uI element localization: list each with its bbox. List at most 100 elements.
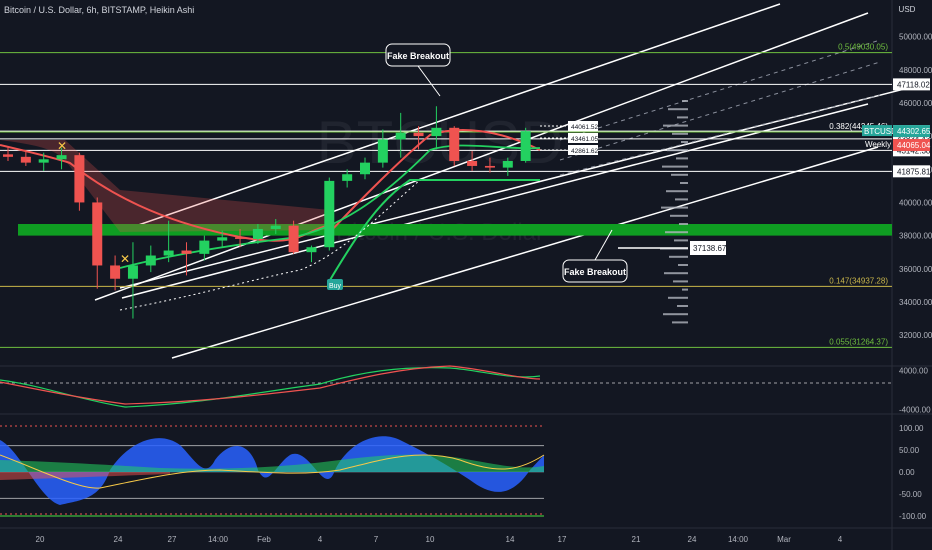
fib-label: 0.055(31264.37)	[829, 337, 888, 346]
volume-profile	[660, 100, 688, 324]
price-tick-label: 36000.00	[899, 265, 932, 274]
channel-dashed-line[interactable]	[559, 94, 881, 176]
channel-lines[interactable]	[94, 3, 921, 359]
currency-label: USD	[899, 5, 916, 14]
ticker-tag[interactable]	[862, 125, 892, 137]
candle-body	[56, 155, 67, 160]
osc2-wave-red	[0, 472, 170, 480]
volume-bar	[672, 132, 688, 135]
volume-bar	[677, 305, 688, 307]
time-tick-label: 27	[168, 535, 177, 544]
volume-bar	[676, 157, 688, 160]
volume-bar	[667, 149, 688, 152]
candle-body	[449, 127, 460, 161]
oscillator-2-pane: 100.00 50.00 0.00 -50.00 -100.00	[0, 424, 927, 521]
time-tick-label: 14:00	[728, 535, 749, 544]
cross-marker: ✕	[120, 252, 130, 266]
volume-bar	[678, 264, 688, 266]
time-tick-label: 24	[688, 535, 697, 544]
price-tick-label: 40000.00	[899, 198, 932, 207]
volume-bar	[662, 165, 688, 168]
volume-bar	[680, 182, 688, 184]
candle-body	[38, 159, 49, 163]
projection-tag	[568, 121, 598, 131]
price-tick-label: 46000.00	[899, 99, 932, 108]
candle-body	[306, 247, 317, 253]
projection-tag	[568, 133, 598, 143]
candle-body	[288, 225, 299, 253]
volume-bar	[671, 173, 688, 176]
candle-body	[395, 132, 406, 140]
candle-body	[74, 155, 85, 203]
level-tag[interactable]	[893, 165, 930, 178]
fib-label: 0.5(49030.05)	[838, 43, 888, 52]
osc2-wave-green	[0, 454, 544, 472]
candle-body	[110, 265, 121, 279]
time-tick-label: 10	[426, 535, 435, 544]
volume-bar	[663, 313, 688, 316]
volume-bar	[664, 272, 688, 275]
callout-pointer	[417, 65, 441, 97]
callout-text: Fake Breakout	[564, 267, 626, 277]
volume-bar	[682, 100, 688, 102]
volume-bar	[668, 108, 688, 111]
callout-text: Fake Breakout	[387, 51, 449, 61]
candle-body	[163, 250, 174, 256]
osc1-line-green	[0, 367, 541, 408]
price-tick-label: 48000.00	[899, 66, 932, 75]
target-tag-label: 37138.67	[693, 244, 727, 253]
price-tick-label: 32000.00	[899, 331, 932, 340]
target-tag	[690, 241, 726, 255]
volume-bar	[677, 116, 688, 119]
price-tick-label: 34000.00	[899, 298, 932, 307]
weekly-price-label: 44065.04	[897, 141, 931, 150]
last-price-tag[interactable]	[893, 125, 930, 138]
osc2-signal-yellow	[0, 454, 545, 489]
volume-bar	[661, 206, 688, 209]
channel-line[interactable]	[94, 12, 869, 301]
weekly-price-tag[interactable]	[893, 139, 930, 152]
candle-body	[413, 132, 424, 137]
volume-bar	[672, 321, 688, 324]
oscillator-1-pane: 4000.00 -4000.00	[0, 365, 931, 415]
support-zone-rect[interactable]	[18, 224, 892, 236]
symbol-title[interactable]: Bitcoin / U.S. Dollar, 6h, BITSTAMP, Hei…	[4, 5, 194, 15]
projection-tag	[568, 145, 598, 155]
time-tick-label: Mar	[777, 535, 791, 544]
channel-line[interactable]	[121, 103, 869, 299]
candle-body	[92, 202, 103, 266]
time-axis[interactable]: 20 24 27 14:00 Feb 4 7 10 14 17 21 24 14:00 Mar 4	[36, 535, 843, 544]
level-tag[interactable]	[893, 78, 930, 91]
volume-bar	[674, 239, 688, 242]
osc2-tick-label: -50.00	[899, 490, 922, 499]
candles	[3, 106, 531, 319]
candle-body	[324, 180, 335, 248]
candle-body	[431, 127, 442, 137]
volume-bar	[663, 124, 688, 127]
price-axis[interactable]: 50000.0048000.0046000.0044000.0042000.00…	[862, 33, 932, 341]
dotted-trend	[119, 179, 421, 311]
candle-body	[145, 255, 156, 266]
callout-pointer	[594, 229, 613, 261]
annotations: Fake Breakout Fake Breakout Buy 44061.52 434…	[57, 43, 727, 290]
candle-body	[127, 265, 138, 279]
candle-body	[502, 160, 513, 168]
time-tick-label: 4	[838, 535, 843, 544]
time-tick-label: 14	[506, 535, 515, 544]
candle-body	[181, 250, 192, 254]
time-tick-label: Feb	[257, 535, 271, 544]
volume-bar	[668, 296, 688, 299]
volume-bar	[666, 190, 688, 193]
volume-bar	[673, 280, 688, 283]
support-zone[interactable]	[18, 224, 892, 236]
candle-body	[377, 139, 388, 163]
time-tick-label: 4	[318, 535, 323, 544]
channel-line[interactable]	[117, 3, 781, 233]
support-line-green	[329, 179, 540, 281]
channel-line[interactable]	[171, 146, 879, 359]
osc1-line-red	[0, 365, 541, 405]
level-tag-label: 41875.81	[897, 167, 931, 176]
osc2-tick-label: 100.00	[899, 424, 924, 433]
candle-body	[342, 174, 353, 181]
